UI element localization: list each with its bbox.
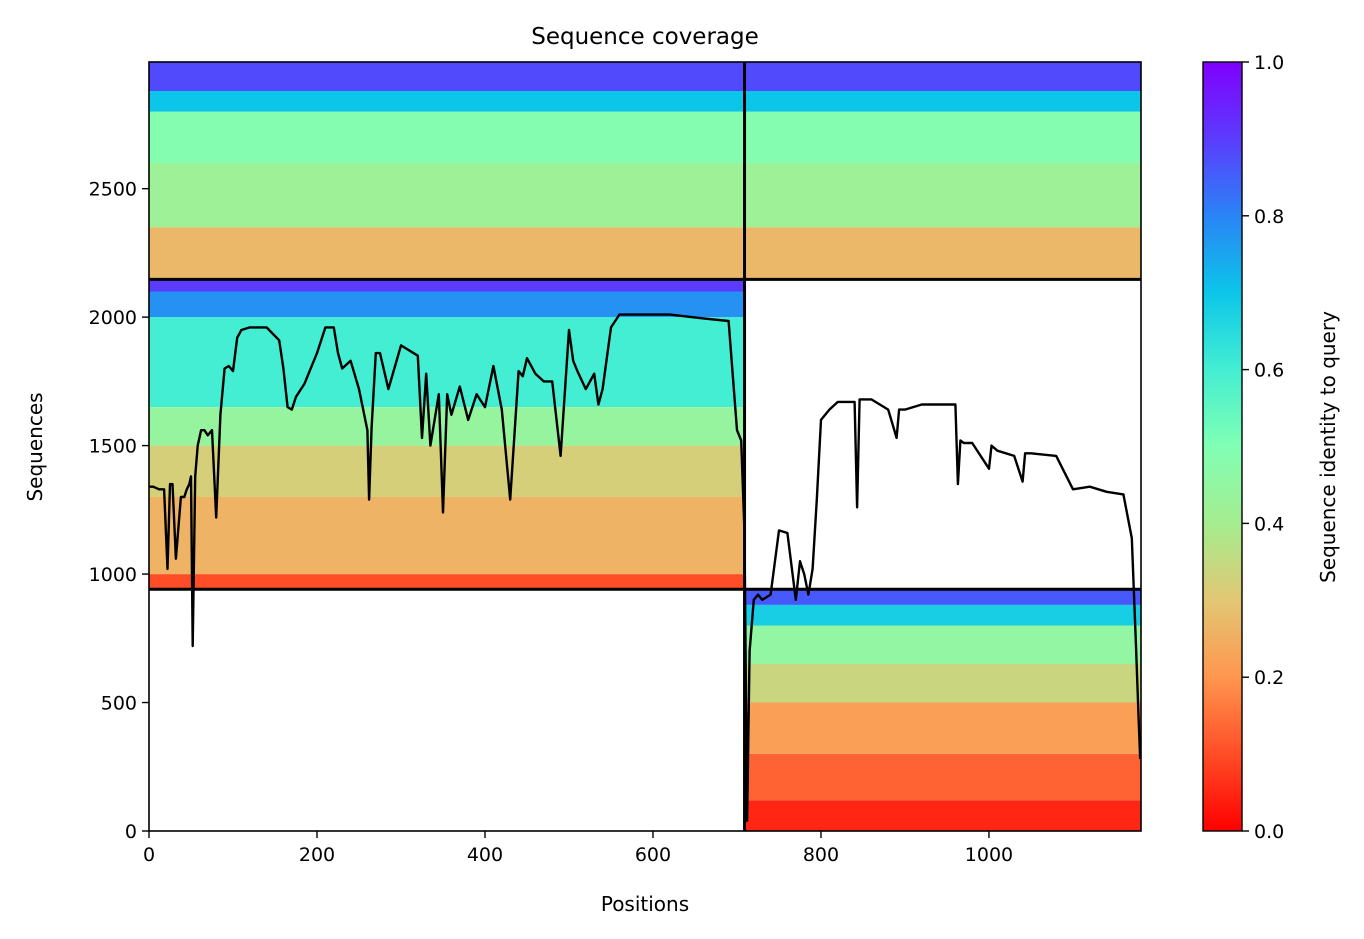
y-tick-label: 1000 — [89, 564, 137, 586]
x-tick-label: 200 — [299, 844, 335, 866]
colorbar-tick-label: 1.0 — [1254, 52, 1284, 74]
coverage-heatmap — [149, 62, 1141, 831]
x-axis-label: Positions — [601, 892, 689, 916]
chart-title: Sequence coverage — [531, 24, 759, 50]
heatmap-band — [744, 753, 1141, 801]
heatmap-band — [149, 279, 745, 292]
y-tick-label: 0 — [125, 821, 137, 843]
heatmap-band — [744, 62, 1141, 91]
heatmap-band — [149, 163, 745, 228]
heatmap-band — [149, 574, 745, 590]
coverage-line — [149, 313, 1142, 822]
block-dividers — [149, 62, 1141, 831]
y-axis-label: Sequences — [23, 392, 47, 501]
heatmap-band — [744, 91, 1141, 112]
colorbar-tick-label: 0.4 — [1254, 513, 1284, 535]
heatmap-band — [744, 604, 1141, 626]
heatmap-band — [744, 111, 1141, 163]
heatmap-band — [149, 497, 745, 575]
y-tick-label: 2500 — [89, 179, 137, 201]
colorbar — [1202, 61, 1243, 832]
heatmap-band — [744, 227, 1141, 280]
heatmap-band — [149, 291, 745, 318]
heatmap-band — [744, 589, 1141, 605]
heatmap-band — [149, 445, 745, 497]
colorbar-tick-label: 0.2 — [1254, 667, 1284, 689]
heatmap-band — [149, 62, 745, 91]
x-tick-label: 1000 — [965, 844, 1013, 866]
colorbar-tick-label: 0.6 — [1254, 360, 1284, 382]
y-tick-label: 1500 — [89, 436, 137, 458]
x-tick-label: 400 — [467, 844, 503, 866]
y-tick-label: 500 — [101, 693, 137, 715]
colorbar-ticks: 0.0 0.2 0.4 0.6 0.8 1.0 — [1242, 52, 1284, 843]
heatmap-band — [149, 317, 745, 407]
heatmap-band — [744, 664, 1141, 703]
heatmap-band — [744, 800, 1141, 831]
heatmap-band — [149, 91, 745, 112]
heatmap-band — [744, 163, 1141, 228]
plot-frame — [148, 61, 1142, 832]
heatmap-band — [744, 625, 1141, 664]
x-tick-label: 800 — [803, 844, 839, 866]
colorbar-tick-label: 0.8 — [1254, 206, 1284, 228]
heatmap-band — [149, 227, 745, 280]
x-axis-ticks: 0 200 400 600 800 1000 — [143, 831, 1013, 866]
heatmap-band — [744, 702, 1141, 754]
heatmap-band — [149, 111, 745, 163]
colorbar-label: Sequence identity to query — [1316, 311, 1340, 583]
x-tick-label: 600 — [635, 844, 671, 866]
colorbar-tick-label: 0.0 — [1254, 821, 1284, 843]
x-tick-label: 0 — [143, 844, 155, 866]
y-axis-ticks: 0 500 1000 1500 2000 2500 — [89, 179, 149, 843]
y-tick-label: 2000 — [89, 307, 137, 329]
